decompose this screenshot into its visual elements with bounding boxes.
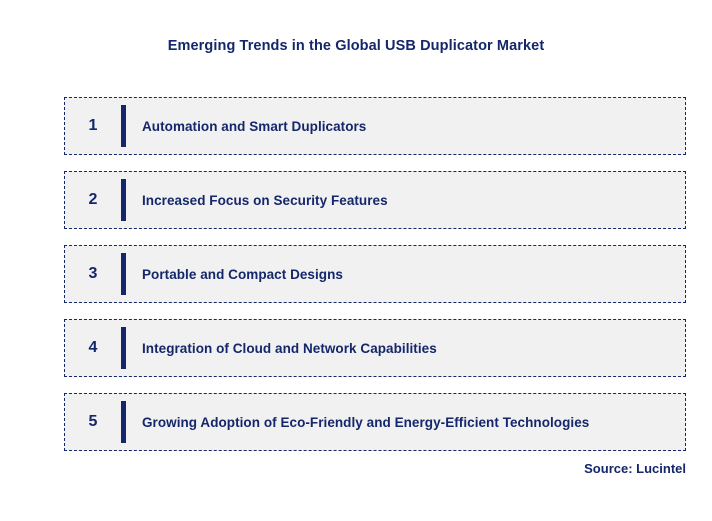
trend-label: Increased Focus on Security Features — [142, 192, 388, 208]
vertical-divider-bar — [121, 327, 126, 369]
vertical-divider-bar — [121, 253, 126, 295]
list-item[interactable]: 5 Growing Adoption of Eco-Friendly and E… — [64, 393, 686, 451]
trend-label: Automation and Smart Duplicators — [142, 118, 367, 134]
trend-label: Growing Adoption of Eco-Friendly and Ene… — [142, 414, 590, 430]
vertical-divider-bar — [121, 179, 126, 221]
trend-label: Integration of Cloud and Network Capabil… — [142, 340, 437, 356]
page-title: Emerging Trends in the Global USB Duplic… — [167, 38, 545, 54]
list-item[interactable]: 4 Integration of Cloud and Network Capab… — [64, 319, 686, 377]
source-attribution: Source: Lucintel — [584, 461, 686, 476]
list-item[interactable]: 1 Automation and Smart Duplicators — [64, 97, 686, 155]
list-item[interactable]: 2 Increased Focus on Security Features — [64, 171, 686, 229]
vertical-divider-bar — [121, 401, 126, 443]
trend-rank-number: 3 — [88, 265, 98, 282]
trend-list: 1 Automation and Smart Duplicators 2 Inc… — [64, 97, 686, 451]
vertical-divider-bar — [121, 105, 126, 147]
trend-rank-number: 2 — [88, 191, 98, 208]
list-item[interactable]: 3 Portable and Compact Designs — [64, 245, 686, 303]
trend-rank-number: 1 — [88, 117, 98, 134]
trend-rank-number: 4 — [88, 339, 98, 356]
trend-label: Portable and Compact Designs — [142, 266, 343, 282]
trend-rank-number: 5 — [88, 413, 98, 430]
